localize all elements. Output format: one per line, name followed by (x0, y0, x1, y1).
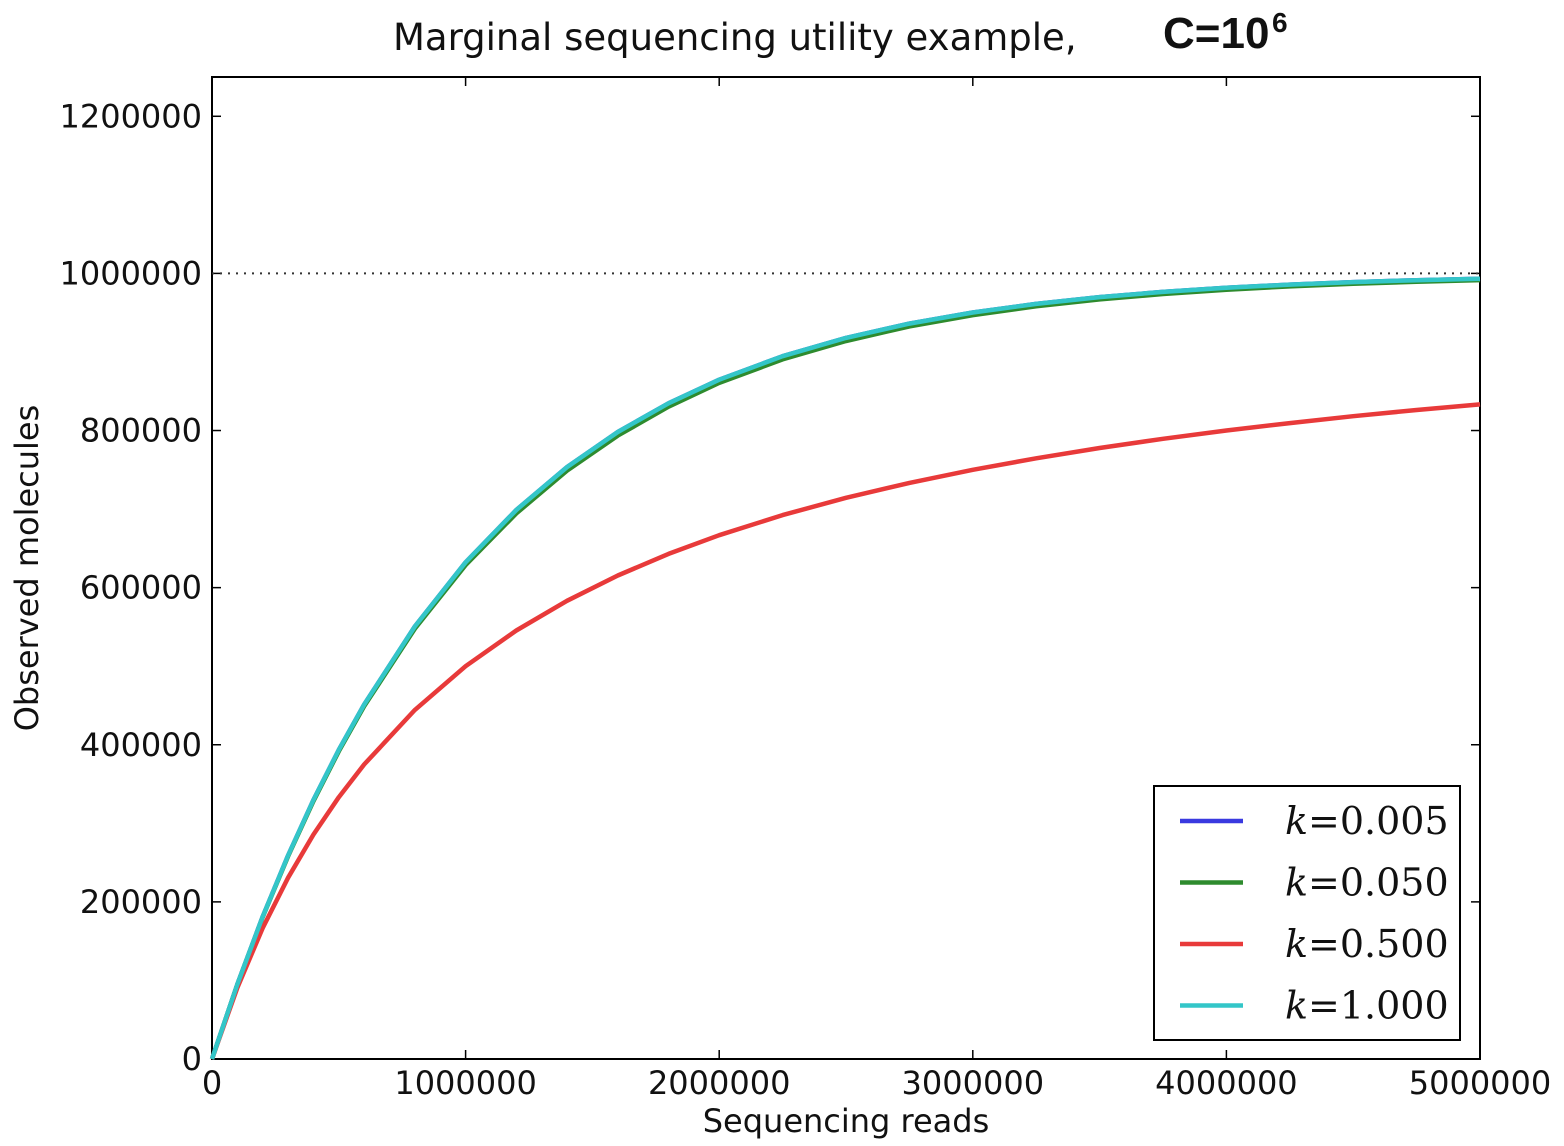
y-tick-label: 600000 (80, 569, 202, 607)
ticks-layer: 0 1000000 2000000 3000000 4000000 5000000 0 200… (59, 77, 1551, 1102)
y-tick-label: 800000 (80, 412, 202, 450)
y-tick-label: 400000 (80, 726, 202, 764)
y-tick-label: 1000000 (59, 254, 202, 292)
x-tick-label: 5000000 (1409, 1064, 1552, 1102)
y-tick-label: 1200000 (59, 97, 202, 135)
series-line-3 (209, 402, 1481, 1060)
legend-label: k=0.500 (1285, 922, 1449, 966)
series-line-4 (209, 276, 1481, 1060)
x-tick-label: 0 (202, 1064, 222, 1102)
x-axis-label: Sequencing reads (703, 1102, 990, 1140)
legend-box (1153, 785, 1461, 1041)
x-tick-label: 3000000 (902, 1064, 1045, 1102)
x-tick-label: 4000000 (1155, 1064, 1298, 1102)
legend-label: k=1.000 (1285, 984, 1449, 1028)
x-tick-label: 2000000 (648, 1064, 791, 1102)
series-layer (209, 276, 1481, 1060)
chart-title: Marginal sequencing utility example, (393, 16, 1077, 59)
legend-label: k=0.005 (1285, 799, 1449, 843)
legend-label: k=0.050 (1285, 861, 1449, 905)
y-tick-label: 200000 (80, 883, 202, 921)
legend: k=0.005 k=0.050 k=0.500 k=1.000 (1153, 785, 1461, 1041)
chart-title-emphasis: C=10 (1163, 9, 1269, 58)
legend-entries: k=0.005 k=0.050 k=0.500 k=1.000 (1180, 799, 1449, 1028)
y-axis-label: Observed molecules (8, 405, 46, 732)
x-tick-label: 1000000 (394, 1064, 537, 1102)
y-tick-label: 0 (182, 1040, 202, 1078)
chart-title-superscript: 6 (1272, 7, 1288, 38)
